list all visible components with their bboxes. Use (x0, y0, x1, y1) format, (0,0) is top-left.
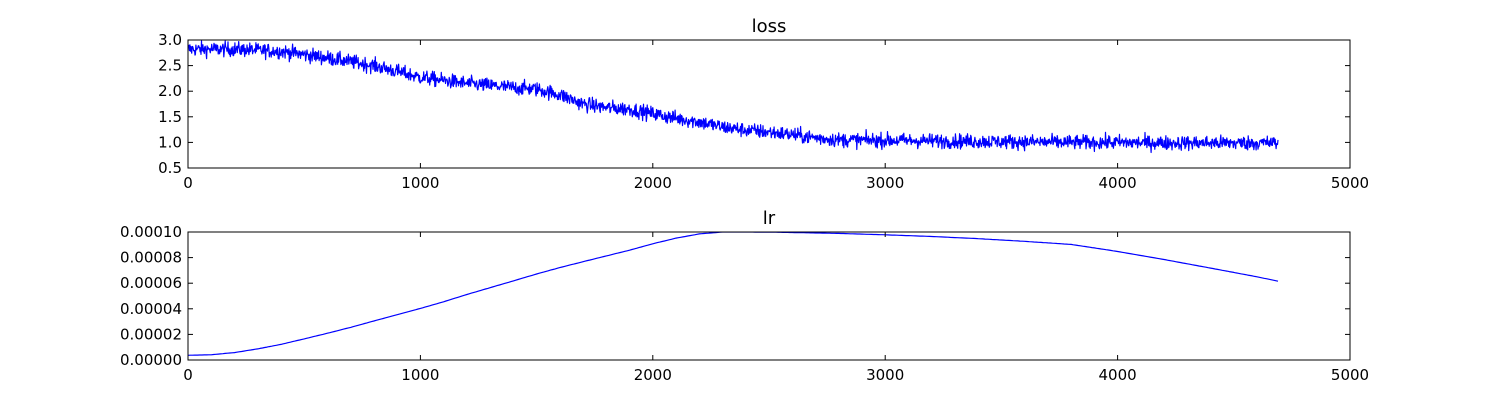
x-tick-label: 1000 (401, 174, 439, 192)
subplot-title: loss (752, 16, 787, 37)
y-tick-label: 2.0 (158, 82, 182, 100)
x-tick-label: 4000 (1099, 366, 1137, 384)
x-tick-label: 0 (183, 174, 193, 192)
y-tick-label: 0.00002 (120, 325, 182, 343)
series-line-lr-0 (188, 232, 1279, 356)
series-line-loss-0 (188, 40, 1279, 154)
y-tick-label: 2.5 (158, 57, 182, 75)
y-tick-label: 0.5 (158, 159, 182, 177)
x-tick-label: 4000 (1099, 174, 1137, 192)
y-tick-label: 0.00008 (120, 249, 182, 267)
x-tick-label: 5000 (1331, 366, 1369, 384)
x-tick-label: 3000 (866, 366, 904, 384)
plot-frame (187, 231, 1351, 361)
x-tick-label: 2000 (634, 366, 672, 384)
x-tick-label: 2000 (634, 174, 672, 192)
x-tick-label: 3000 (866, 174, 904, 192)
x-tick-label: 1000 (401, 366, 439, 384)
y-tick-label: 1.0 (158, 133, 182, 151)
x-tick-label: 5000 (1331, 174, 1369, 192)
loss-subplot: loss 0 1000 2000 3000 4000 5000 0.5 1.0 1.5 2.0 2.… (158, 16, 1369, 192)
lr-subplot: lr 0 1000 2000 3000 4000 5000 0.00000 0.00002 0.… (120, 208, 1369, 384)
y-tick-label: 3.0 (158, 31, 182, 49)
x-tick-label: 0 (183, 366, 193, 384)
y-tick-label: 1.5 (158, 108, 182, 126)
y-tick-label: 0.00006 (120, 274, 182, 292)
subplot-title: lr (763, 208, 776, 229)
y-tick-label: 0.00000 (120, 351, 182, 369)
plot-frame (187, 39, 1351, 169)
y-tick-label: 0.00010 (120, 223, 182, 241)
y-tick-label: 0.00004 (120, 300, 182, 318)
